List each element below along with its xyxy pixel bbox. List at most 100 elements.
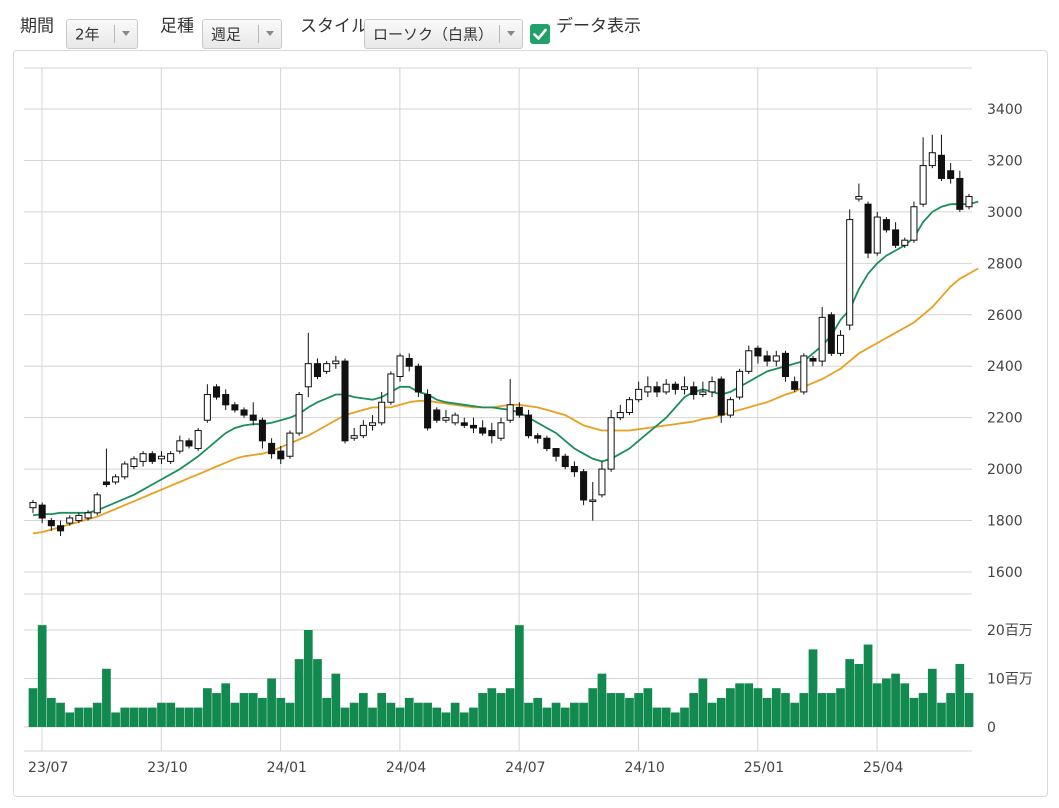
y-tick-label: 3000: [987, 205, 1023, 221]
volume-bar: [285, 702, 295, 727]
candle-up: [800, 355, 808, 393]
volume-bar: [432, 707, 442, 727]
volume-bar: [735, 683, 744, 727]
volume-bar: [845, 659, 855, 727]
volume-bar: [129, 707, 139, 727]
candle-up: [644, 386, 652, 393]
candle-up: [157, 455, 165, 460]
candle-up: [589, 499, 597, 502]
y-tick-label: 1800: [987, 514, 1023, 530]
select-divider: [258, 25, 259, 43]
candle-down: [488, 430, 496, 437]
candle-down: [809, 358, 817, 362]
volume-bar: [808, 649, 818, 727]
volume-bar: [469, 707, 478, 727]
show-data-checkbox[interactable]: [530, 24, 550, 44]
candle-down: [561, 455, 569, 468]
volume-bar: [909, 697, 919, 727]
volume-bar: [762, 697, 772, 727]
volume-bar: [625, 697, 634, 727]
volume-bar: [670, 712, 680, 727]
volume-bar: [487, 688, 497, 727]
candle-down: [864, 203, 872, 254]
volume-bar: [221, 683, 231, 727]
candle-down: [185, 440, 193, 447]
volume-bar: [744, 683, 754, 727]
volume-tick-label: 0: [987, 720, 996, 736]
candle-up: [167, 453, 175, 462]
candle-down: [947, 170, 955, 179]
volume-bar: [303, 630, 313, 727]
volume-bar: [322, 697, 332, 727]
x-tick-label: 24/04: [386, 760, 426, 776]
candle-down: [57, 525, 65, 532]
volume-bar: [92, 702, 102, 727]
volume-bar: [955, 663, 965, 727]
y-tick-label: 3400: [987, 102, 1023, 118]
x-tick-label: 24/10: [624, 760, 664, 776]
candle-down: [580, 471, 588, 501]
period-label: 期間: [20, 16, 54, 37]
candle-up: [910, 206, 918, 241]
candle-up: [176, 440, 184, 452]
volume-bar: [707, 702, 717, 727]
volume-bar: [863, 644, 873, 727]
candle-up: [497, 422, 505, 439]
volume-bar: [900, 683, 910, 727]
volume-bar: [946, 693, 956, 727]
period-select[interactable]: 2年: [66, 19, 138, 49]
candle-down: [892, 229, 900, 246]
candle-up: [396, 355, 404, 378]
candle-down: [791, 381, 799, 390]
volume-bar: [542, 707, 552, 727]
volume-bar: [368, 707, 377, 727]
candle-down: [717, 378, 725, 416]
candle-up: [635, 388, 643, 401]
candle-down: [469, 424, 477, 429]
candle-up: [745, 350, 753, 372]
volume-bar: [560, 707, 570, 727]
volume-bar: [28, 688, 38, 727]
candle-up: [387, 373, 395, 403]
volume-bar: [680, 707, 689, 727]
period-select-value: 2年: [75, 25, 100, 44]
candle-up: [130, 458, 138, 468]
volume-bar: [147, 707, 157, 727]
volume-bar: [927, 668, 937, 727]
volume-bar: [450, 702, 460, 727]
candle-down: [781, 352, 789, 378]
volume-bar: [258, 697, 267, 727]
volume-bar: [891, 673, 900, 727]
candle-up: [295, 394, 303, 434]
volume-bar: [111, 712, 120, 727]
style-select[interactable]: ローソク（白黒）: [364, 19, 523, 49]
x-tick-label: 25/01: [744, 760, 784, 776]
volume-bar: [826, 693, 836, 727]
volume-bar: [771, 688, 781, 727]
volume-bar: [65, 712, 75, 727]
candle-up: [772, 355, 780, 362]
candle-down: [882, 219, 890, 231]
candle-down: [653, 386, 661, 393]
interval-select[interactable]: 週足: [202, 19, 282, 49]
candle-up: [598, 468, 606, 496]
candle-down: [543, 437, 551, 450]
candle-down: [148, 453, 156, 462]
volume-bar: [423, 702, 432, 727]
y-tick-label: 2800: [987, 256, 1023, 272]
x-tick-label: 24/01: [267, 760, 307, 776]
ma-long-line: [32, 267, 979, 535]
volume-bar: [533, 697, 543, 727]
candle-up: [846, 219, 854, 326]
candle-up: [919, 165, 927, 205]
volume-bar: [313, 659, 322, 727]
select-divider: [114, 25, 115, 43]
volume-bar: [716, 697, 726, 727]
candle-down: [827, 314, 835, 354]
candle-down: [525, 414, 533, 437]
interval-label: 足種: [160, 16, 194, 37]
candle-up: [139, 453, 147, 462]
show-data-label[interactable]: データ表示: [556, 16, 641, 37]
volume-bar: [331, 673, 341, 727]
